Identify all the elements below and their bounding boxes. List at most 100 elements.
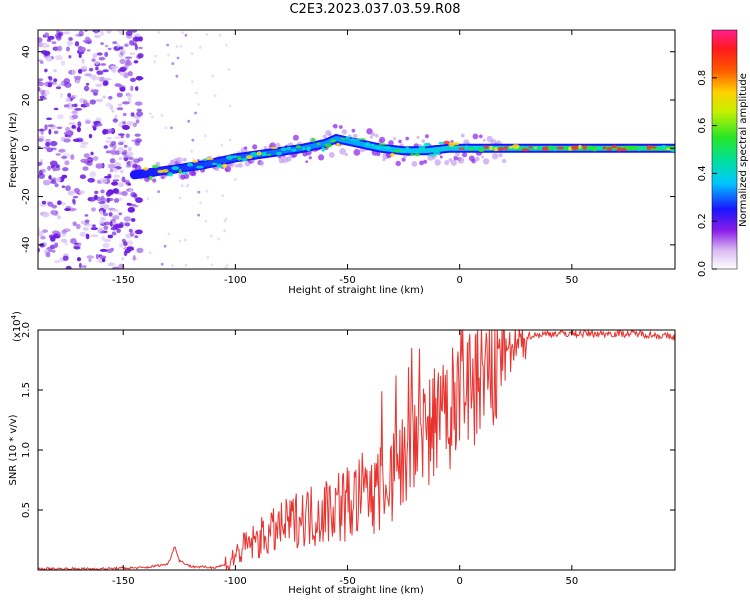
noise-blob <box>112 41 118 45</box>
noise-blob <box>122 112 127 117</box>
ridge-peak <box>414 152 420 157</box>
noise-blob <box>117 182 125 187</box>
ridge-peak <box>582 145 587 150</box>
noise-speck <box>157 31 161 34</box>
noise-blob <box>52 167 57 172</box>
ridge-halo-dot <box>395 160 401 167</box>
noise-blob <box>135 86 139 91</box>
noise-blob <box>109 168 114 173</box>
ridge-peak <box>370 143 375 147</box>
noise-blob <box>135 229 143 235</box>
noise-blob <box>113 198 120 203</box>
noise-blob <box>98 201 106 204</box>
noise-blob <box>136 108 142 112</box>
ridge-peak <box>216 163 223 168</box>
noise-speck <box>224 266 228 269</box>
noise-blob <box>40 168 46 173</box>
noise-blob <box>111 68 117 73</box>
ridge-peak <box>270 146 278 150</box>
ridge-halo-dot <box>244 146 248 150</box>
ridge-peak <box>646 145 652 150</box>
ridge-halo-dot <box>393 137 397 141</box>
ridge-halo-dot <box>374 133 379 138</box>
noise-speck <box>180 184 184 188</box>
noise-blob <box>105 150 112 154</box>
noise-blob <box>129 52 136 56</box>
noise-speck <box>178 239 182 243</box>
bottom-x-axis-title: Height of straight line (km) <box>288 585 424 596</box>
noise-speck <box>218 33 222 37</box>
spectral-ridge <box>129 124 675 183</box>
noise-blob <box>111 141 117 146</box>
noise-blob <box>42 211 50 218</box>
noise-blob <box>53 130 59 135</box>
noise-blob <box>95 76 101 81</box>
top-y-axis-title: Frequency (Hz) <box>8 112 19 188</box>
noise-blob <box>45 138 51 143</box>
noise-blob <box>123 72 129 79</box>
noise-blob <box>98 56 106 61</box>
noise-speck <box>217 237 221 241</box>
noise-blob <box>91 89 99 93</box>
noise-blob <box>108 95 113 100</box>
noise-blob <box>89 171 97 178</box>
colorbar-ticks: 0.0 0.2 0.4 0.6 0.8 <box>697 70 717 277</box>
ridge-peak <box>428 153 436 157</box>
noise-blob <box>51 41 57 45</box>
x-tick-label: -50 <box>339 275 355 286</box>
ridge-halo-dot <box>478 134 483 139</box>
ridge-halo-dot <box>191 170 197 177</box>
noise-speck <box>166 43 170 47</box>
ridge-peak <box>586 145 594 149</box>
noise-blob <box>103 175 112 179</box>
noise-blob <box>90 234 99 237</box>
noise-blob <box>130 77 136 82</box>
ridge-peak <box>651 146 657 149</box>
noise-blob <box>128 228 133 233</box>
noise-speck <box>179 44 183 48</box>
noise-blob <box>121 190 128 197</box>
ridge-peak <box>547 145 553 151</box>
ridge-peak <box>245 155 253 160</box>
noise-blob <box>127 183 132 186</box>
noise-blob <box>88 258 92 262</box>
noise-blob <box>68 190 76 194</box>
noise-blob <box>79 231 87 237</box>
noise-blob <box>90 227 98 231</box>
ridge-halo-dot <box>471 158 476 164</box>
noise-blob <box>40 235 46 240</box>
ridge-peak <box>383 146 392 150</box>
noise-blob <box>98 76 106 83</box>
noise-blob <box>98 227 104 232</box>
ridge-halo-dot <box>292 134 299 141</box>
noise-speck <box>225 264 229 267</box>
noise-blob <box>105 140 113 144</box>
y-tick-label: 1.5 <box>21 382 32 398</box>
ridge-peak <box>578 144 582 149</box>
ridge-peak <box>311 137 316 143</box>
noise-blob <box>135 197 143 203</box>
noise-blob <box>71 109 79 115</box>
noise-blob <box>129 188 133 192</box>
noise-blob <box>103 225 109 231</box>
ridge-peak <box>152 164 159 169</box>
noise-blob <box>118 157 123 161</box>
ridge-halo-dot <box>462 152 468 158</box>
noise-blob <box>74 108 83 111</box>
ridge-peak <box>483 145 489 150</box>
noise-blob <box>112 118 119 123</box>
ridge-peak <box>596 146 603 151</box>
noise-blob <box>81 141 89 145</box>
noise-blob <box>114 150 121 156</box>
ridge-halo-dot <box>322 134 327 139</box>
ridge-peak <box>448 142 455 147</box>
noise-blob <box>95 60 100 65</box>
ridge-peak <box>602 146 607 150</box>
y-tick-label: 20 <box>21 94 32 107</box>
ridge-halo-dot <box>328 152 335 158</box>
noise-blob <box>127 71 133 77</box>
noise-blob <box>138 77 144 80</box>
ridge-peak <box>497 147 505 151</box>
noise-blob <box>130 112 135 117</box>
ridge-halo-dot <box>481 155 484 159</box>
